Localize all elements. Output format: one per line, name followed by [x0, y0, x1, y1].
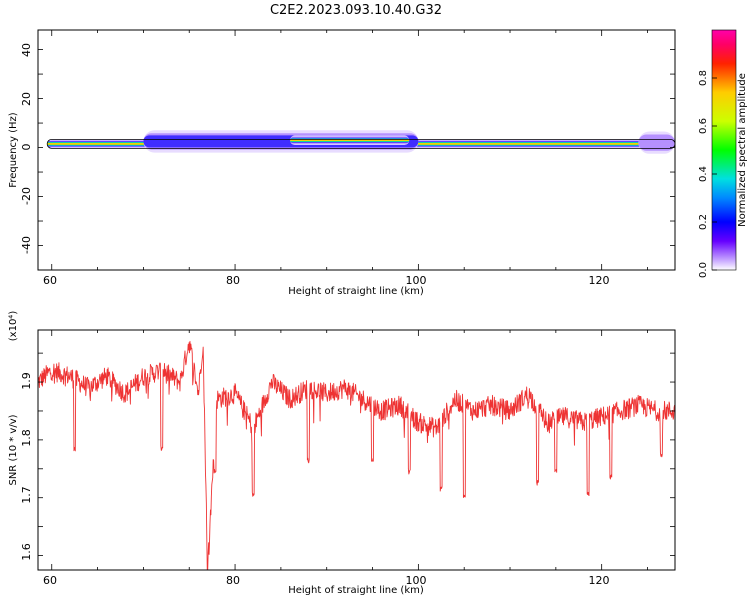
snr-y-tick-label: 1.9	[20, 372, 33, 390]
spectrogram-ticks	[38, 30, 675, 270]
figure-title: C2E2.2023.093.10.40.G32	[270, 3, 442, 18]
colorbar-label: Normalized spectral amplitude	[737, 73, 748, 227]
spectrogram-x-axis-label: Height of straight line (km)	[288, 286, 424, 297]
colorbar-tick-label: 0.0	[698, 262, 709, 278]
colorbar-tick-label: 0.2	[698, 214, 709, 230]
colorbar-tick-label: 0.4	[698, 166, 709, 182]
spectrogram-y-axis-label: Frequency (Hz)	[8, 112, 19, 188]
snr-x-axis-label: Height of straight line (km)	[288, 585, 424, 596]
snr-x-tick-label: 60	[43, 574, 57, 587]
spectrogram-marks	[46, 130, 675, 154]
spectrogram-x-tick-label: 100	[406, 274, 427, 287]
snr-multiplier-label: (x10⁴)	[8, 311, 19, 342]
snr-x-tick-label: 80	[226, 574, 240, 587]
snr-x-tick-label: 100	[406, 574, 427, 587]
snr-panel: 60 80 100 120 Height of straight line (k…	[8, 311, 676, 596]
colorbar: 0.0 0.2 0.4 0.6 0.8 Normalized spectral …	[698, 29, 748, 278]
colorbar-tick-label: 0.6	[698, 118, 709, 134]
spectrogram-band-outline	[46, 138, 675, 149]
spectrogram-frame	[37, 29, 676, 271]
spectrogram-band	[638, 134, 675, 151]
spectrogram-y-tick-label: -40	[20, 236, 33, 254]
snr-series-line	[38, 340, 675, 570]
snr-y-axis-label: SNR (10 * v/v)	[8, 414, 19, 485]
snr-y-tick-label: 1.7	[20, 486, 33, 504]
spectrogram-y-tick-label: 0	[20, 144, 33, 151]
colorbar-tick-label: 0.8	[698, 70, 709, 86]
snr-y-tick-label: 1.6	[20, 543, 33, 561]
spectrogram-y-tick-label: 20	[20, 92, 33, 106]
colorbar-ticks	[712, 77, 717, 271]
spectrogram-y-tick-label: 40	[20, 43, 33, 57]
spectrogram-y-tick-label: -20	[20, 187, 33, 205]
spectrogram-x-tick-label: 80	[226, 274, 240, 287]
colorbar-gradient	[711, 29, 737, 271]
spectrogram-x-tick-label: 120	[589, 274, 610, 287]
snr-frame	[37, 329, 676, 571]
snr-plot-area	[38, 330, 675, 570]
snr-x-tick-label: 120	[589, 574, 610, 587]
snr-ticks	[38, 330, 675, 570]
snr-y-tick-label: 1.8	[20, 429, 33, 447]
spectrogram-band	[290, 139, 410, 142]
spectrogram-x-tick-label: 60	[43, 274, 57, 287]
spectrogram-panel: 60 80 100 120 Height of straight line (k…	[8, 29, 676, 297]
